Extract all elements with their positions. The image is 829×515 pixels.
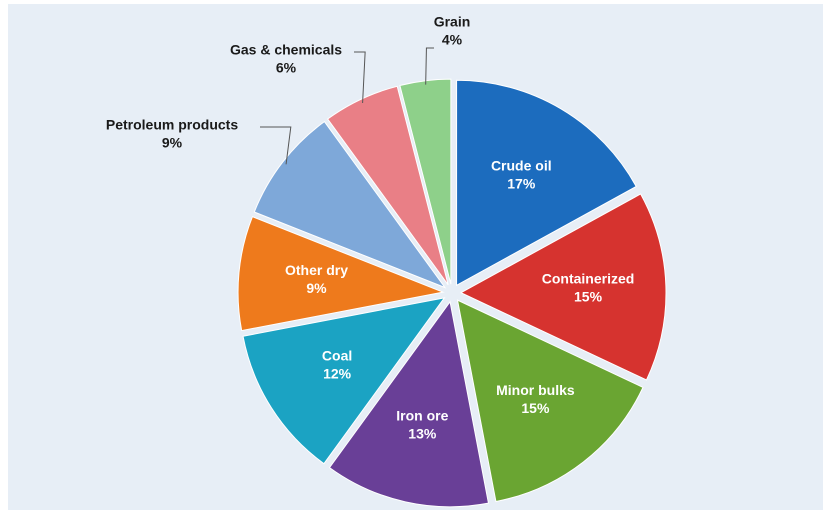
pie-slice xyxy=(237,216,445,332)
slice-value-label: 4% xyxy=(442,32,463,48)
slice-value-label: 15% xyxy=(521,400,550,416)
slice-label: Coal xyxy=(322,348,352,364)
slice-label: Minor bulks xyxy=(496,382,575,398)
slice-label: Petroleum products xyxy=(106,117,238,133)
pie-slice xyxy=(456,79,637,287)
leader-line xyxy=(354,51,366,104)
slice-value-label: 6% xyxy=(276,60,297,76)
slice-value-label: 17% xyxy=(507,176,536,192)
leader-line xyxy=(425,47,434,85)
leader-line xyxy=(260,126,292,165)
slice-label: Crude oil xyxy=(491,158,552,174)
slice-label: Other dry xyxy=(285,262,348,278)
slice-label: Iron ore xyxy=(396,408,448,424)
slice-label: Grain xyxy=(434,14,471,30)
pie-slice xyxy=(399,78,452,285)
slice-value-label: 9% xyxy=(162,135,183,151)
slice-value-label: 13% xyxy=(408,426,437,442)
pie-slice xyxy=(328,300,490,508)
slice-label: Gas & chemicals xyxy=(230,42,342,58)
slice-value-label: 12% xyxy=(323,366,352,382)
pie-slice xyxy=(326,85,449,286)
pie-slice xyxy=(459,193,667,381)
slice-value-label: 15% xyxy=(574,288,603,304)
pie-slice xyxy=(456,299,644,503)
slice-value-label: 9% xyxy=(306,280,327,296)
pie-slice xyxy=(253,120,447,289)
slice-label: Containerized xyxy=(542,270,635,286)
pie-slice xyxy=(242,297,446,465)
